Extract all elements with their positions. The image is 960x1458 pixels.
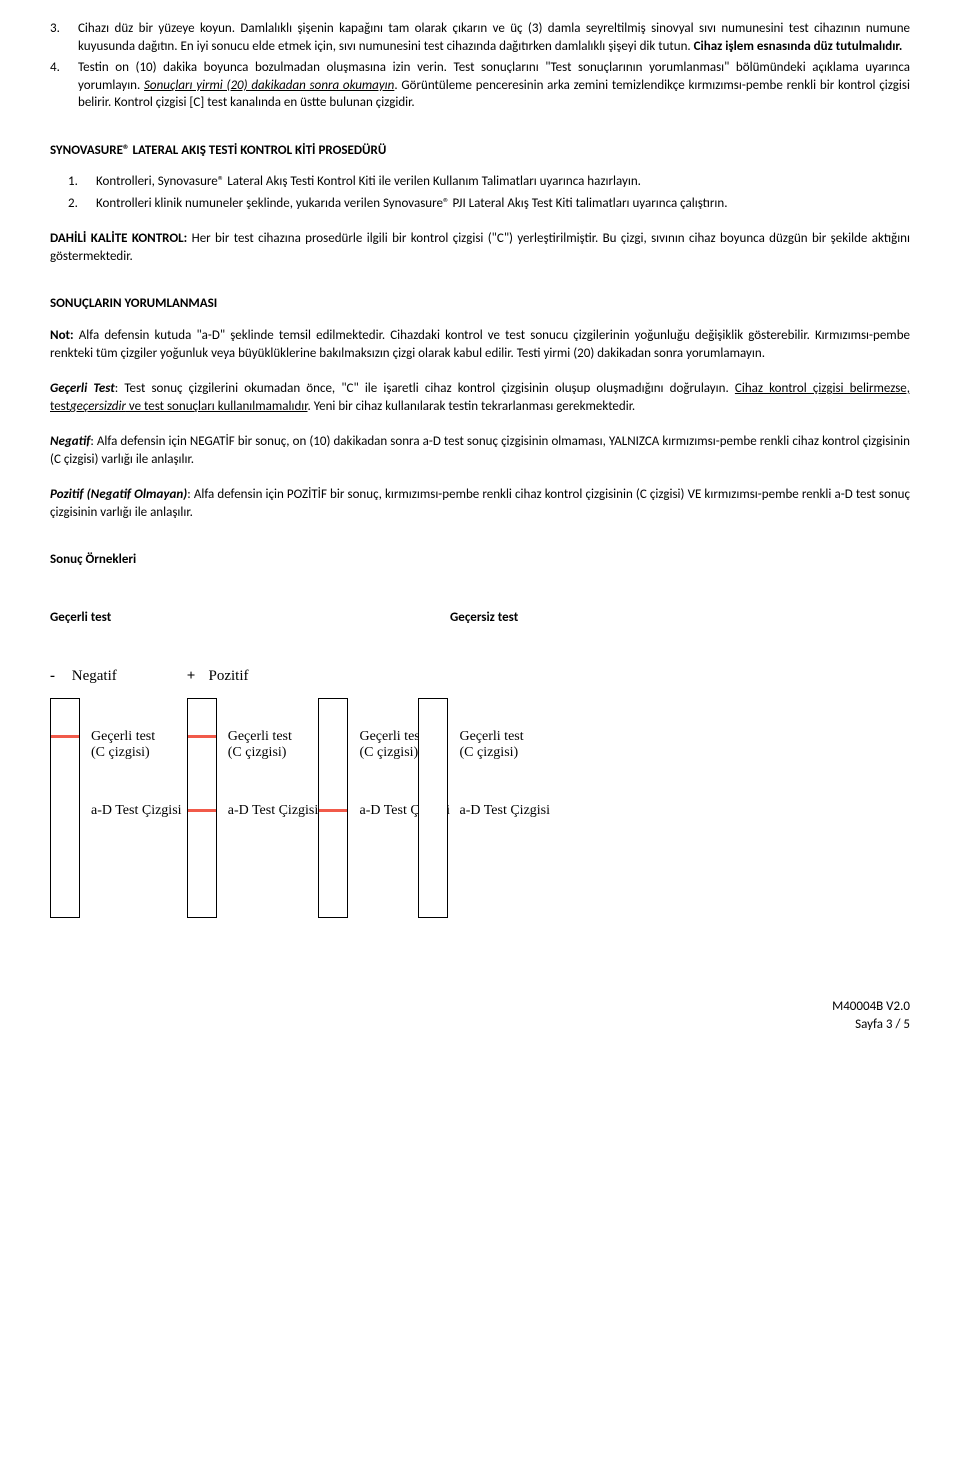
t-line-label: a-D Test Çizgisi <box>91 803 182 818</box>
list-body: Kontrolleri klinik numuneler şeklinde, y… <box>96 195 910 213</box>
list-number: 4. <box>50 59 78 112</box>
positive-label: Pozitif (Negatif Olmayan) <box>50 487 187 502</box>
step-text-underline: Sonuçları yirmi (20) dakikadan sonra oku… <box>144 78 394 93</box>
strip-header: - Negatif <box>50 666 117 686</box>
neg-sign: - <box>50 666 68 686</box>
negative-paragraph: Negatif: Alfa defensin için NEGATİF bir … <box>50 433 910 468</box>
list-number: 1. <box>68 173 96 191</box>
strip-valid-negative: - Negatif Geçerli test (C çizgisi) a-D T… <box>50 666 117 918</box>
control-step-1: 1. Kontrolleri, Synovasure® Lateral Akış… <box>68 173 910 191</box>
note-paragraph: Not: Alfa defensin kutuda "a-D" şeklinde… <box>50 327 910 362</box>
strip-valid-positive: + Pozitif Geçerli test (C çizgisi) a-D T… <box>187 666 249 918</box>
test-strip: Geçerli test (C çizgisi) a-D Test Çizgis… <box>318 698 348 918</box>
procedure-step-3: 3. Cihazı düz bir yüzeye koyun. Damlalık… <box>50 20 910 55</box>
strip-invalid-2: Geçerli test (C çizgisi) a-D Test Çizgis… <box>418 666 448 918</box>
strip-invalid-1: Geçerli test (C çizgisi) a-D Test Çizgis… <box>318 666 348 918</box>
valid-test-paragraph: Geçerli Test: Test sonuç çizgilerini oku… <box>50 380 910 415</box>
footer-page-number: Sayfa 3 / 5 <box>50 1016 910 1034</box>
list-body: Testin on (10) dakika boyunca bozulmadan… <box>78 59 910 112</box>
page-footer: M40004B V2.0 Sayfa 3 / 5 <box>50 998 910 1033</box>
valid-test-underline-italic: geçersizdir <box>70 399 126 414</box>
valid-test-underline: ve test sonuçları kullanılmamalıdır <box>126 399 308 414</box>
c-line-label: Geçerli test (C çizgisi) <box>359 729 423 760</box>
t-line-label: a-D Test Çizgisi <box>228 803 319 818</box>
negative-label: Negatif <box>50 434 90 449</box>
invalid-column-header: Geçersiz test <box>450 609 910 627</box>
strip-header-empty <box>318 666 322 686</box>
qc-label: DAHİLİ KALİTE KONTROL: <box>50 231 187 246</box>
valid-test-label: Geçerli Test <box>50 381 115 396</box>
list-body: Cihazı düz bir yüzeye koyun. Damlalıklı … <box>78 20 910 55</box>
test-strip: Geçerli test (C çizgisi) a-D Test Çizgis… <box>50 698 80 918</box>
c-line-label: Geçerli test (C çizgisi) <box>91 729 155 760</box>
pos-sign: + <box>187 666 205 686</box>
test-strips-row: - Negatif Geçerli test (C çizgisi) a-D T… <box>50 666 910 918</box>
neg-label: Negatif <box>72 668 117 684</box>
list-number: 3. <box>50 20 78 55</box>
list-number: 2. <box>68 195 96 213</box>
test-strip: Geçerli test (C çizgisi) a-D Test Çizgis… <box>187 698 217 918</box>
negative-text: : Alfa defensin için NEGATİF bir sonuç, … <box>50 434 910 467</box>
strip-header-empty <box>418 666 422 686</box>
pos-label: Pozitif <box>208 668 248 684</box>
heading-control-kit-procedure: SYNOVASURE® LATERAL AKIŞ TESTİ KONTROL K… <box>50 142 910 160</box>
positive-paragraph: Pozitif (Negatif Olmayan): Alfa defensin… <box>50 486 910 521</box>
c-line-label: Geçerli test (C çizgisi) <box>228 729 292 760</box>
control-line <box>51 735 79 738</box>
procedure-step-4: 4. Testin on (10) dakika boyunca bozulma… <box>50 59 910 112</box>
valid-test-text: : Test sonuç çizgilerini okumadan önce, … <box>115 381 735 396</box>
footer-doc-id: M40004B V2.0 <box>50 998 910 1016</box>
note-text: Alfa defensin kutuda "a-D" şeklinde tems… <box>50 328 910 361</box>
strip-header: + Pozitif <box>187 666 249 686</box>
c-line-label: Geçerli test (C çizgisi) <box>459 729 523 760</box>
control-step-2: 2. Kontrolleri klinik numuneler şeklinde… <box>68 195 910 213</box>
test-strip: Geçerli test (C çizgisi) a-D Test Çizgis… <box>418 698 448 918</box>
result-columns: Geçerli test Geçersiz test <box>50 609 910 657</box>
note-label: Not: <box>50 328 74 343</box>
internal-qc-paragraph: DAHİLİ KALİTE KONTROL: Her bir test ciha… <box>50 230 910 265</box>
list-body: Kontrolleri, Synovasure® Lateral Akış Te… <box>96 173 910 191</box>
test-line <box>188 809 216 812</box>
examples-heading: Sonuç Örnekleri <box>50 551 910 569</box>
t-line-label: a-D Test Çizgisi <box>459 803 550 818</box>
valid-test-text: . Yeni bir cihaz kullanılarak testin tek… <box>308 399 636 414</box>
step-text-bold: Cihaz işlem esnasında düz tutulmalıdır. <box>694 39 903 54</box>
valid-column-header: Geçerli test <box>50 609 450 627</box>
control-line <box>188 735 216 738</box>
heading-interpretation: SONUÇLARIN YORUMLANMASI <box>50 295 910 313</box>
test-line <box>319 809 347 812</box>
